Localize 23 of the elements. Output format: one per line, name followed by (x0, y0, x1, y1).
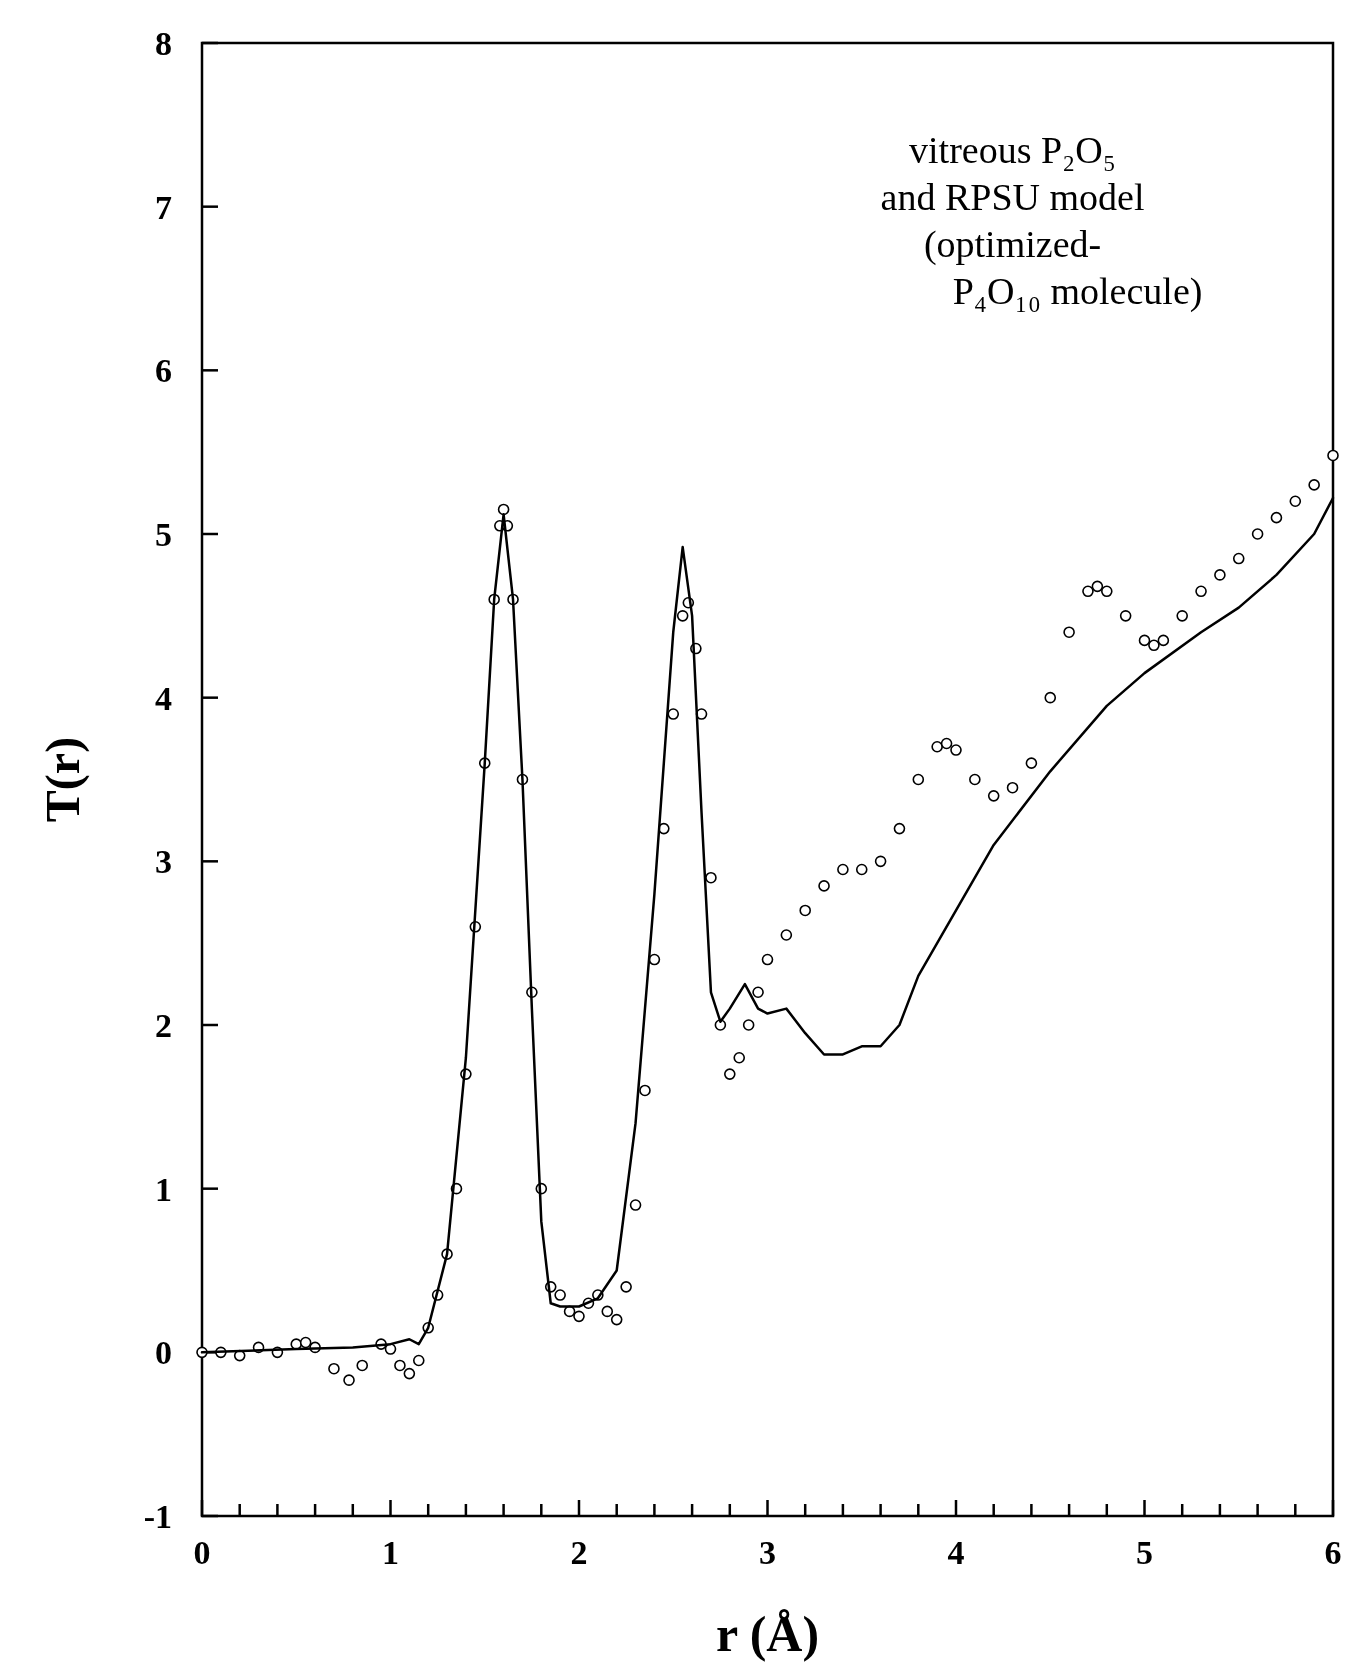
y-tick-label: 5 (155, 515, 172, 553)
x-tick-label: 0 (193, 1534, 211, 1571)
y-tick-label: -1 (143, 1497, 172, 1535)
y-axis-title: T(r) (35, 736, 90, 823)
x-axis-title: r (Å) (715, 1606, 820, 1662)
x-tick-label: 3 (759, 1534, 776, 1571)
annotation: P₄O₁₀ molecule) (952, 270, 1203, 313)
x-tick-label: 1 (382, 1534, 399, 1571)
annotation: (optimized- (923, 223, 1102, 266)
x-tick-label: 5 (1136, 1534, 1153, 1571)
y-tick-label: 2 (155, 1006, 172, 1044)
annotation: and RPSU model (880, 176, 1145, 218)
x-tick-label: 6 (1324, 1534, 1342, 1571)
y-tick-label: 7 (155, 188, 172, 226)
x-tick-label: 4 (947, 1534, 965, 1571)
y-tick-label: 4 (155, 679, 172, 717)
y-tick-label: 1 (155, 1170, 172, 1208)
y-tick-label: 6 (155, 352, 172, 390)
y-tick-label: 0 (155, 1334, 172, 1372)
annotation: vitreous P₂O₅ (909, 129, 1117, 171)
y-tick-label: 8 (155, 24, 172, 62)
y-tick-label: 3 (155, 843, 172, 881)
x-tick-label: 2 (570, 1534, 588, 1571)
